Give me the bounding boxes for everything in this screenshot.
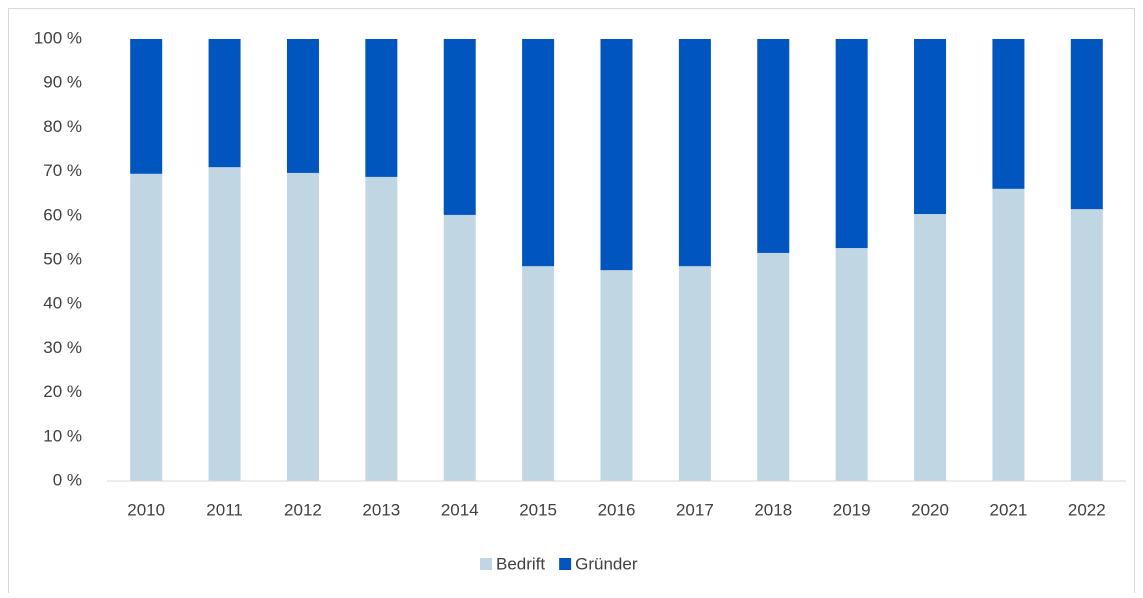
legend-swatch (480, 558, 492, 570)
bar-segment (678, 39, 711, 267)
y-tick-label: 20 % (43, 382, 82, 401)
y-tick-label: 0 % (53, 470, 82, 489)
y-tick-label: 30 % (43, 338, 82, 357)
y-tick-label: 40 % (43, 294, 82, 313)
bar-segment (835, 248, 868, 481)
x-tick-label: 2019 (833, 500, 871, 519)
x-tick-label: 2017 (676, 500, 714, 519)
bar-segment (757, 252, 790, 481)
bar-segment (130, 39, 163, 174)
bar-segment (208, 167, 241, 481)
bar-segment (914, 39, 947, 215)
y-tick-label: 80 % (43, 117, 82, 136)
x-tick-label: 2016 (598, 500, 636, 519)
legend-swatch (559, 558, 572, 570)
bar-segment (286, 172, 319, 481)
bar-segment (365, 39, 398, 177)
x-tick-label: 2020 (911, 500, 949, 519)
bar-segment (835, 39, 868, 249)
bar-segment (443, 214, 476, 481)
x-tick-label: 2011 (206, 500, 243, 519)
bar-segment (443, 39, 476, 215)
bar-segment (208, 39, 241, 168)
bar-segment (992, 188, 1025, 481)
y-tick-label: 90 % (43, 73, 82, 92)
y-tick-label: 60 % (43, 205, 82, 224)
bar-segment (757, 39, 790, 253)
y-tick-label: 10 % (43, 426, 82, 445)
bar-segment (914, 214, 947, 482)
y-tick-label: 70 % (43, 161, 82, 180)
y-tick-label: 50 % (43, 249, 82, 268)
bar-segment (365, 176, 398, 482)
legend-label: Bedrift (496, 554, 545, 573)
bar-segment (130, 173, 163, 481)
bar-segment (600, 39, 633, 271)
x-tick-label: 2013 (362, 500, 400, 519)
bar-segment (1070, 209, 1103, 482)
bar-segment (600, 270, 633, 481)
bar-segment (992, 39, 1025, 189)
x-tick-label: 2022 (1068, 500, 1106, 519)
y-tick-label: 100 % (34, 28, 82, 47)
x-tick-label: 2021 (990, 500, 1028, 519)
bar-segment (1070, 39, 1103, 210)
chart-border (8, 8, 1135, 598)
bar-segment (522, 39, 555, 267)
x-tick-label: 2012 (284, 500, 322, 519)
bar-segment (522, 266, 555, 481)
bar-segment (286, 39, 319, 173)
legend-label: Gründer (575, 554, 638, 573)
x-tick-label: 2018 (754, 500, 792, 519)
bar-segment (678, 266, 711, 481)
x-tick-label: 2010 (127, 500, 165, 519)
x-tick-label: 2015 (519, 500, 557, 519)
x-tick-label: 2014 (441, 500, 479, 519)
